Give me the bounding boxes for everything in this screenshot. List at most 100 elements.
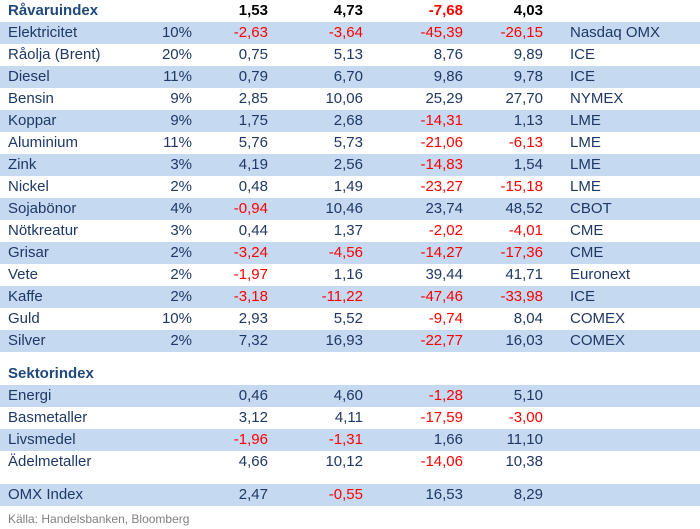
table-row: Grisar 2% -3,24 -4,56 -14,27 -17,36 CME — [0, 242, 700, 264]
section-title: Råvaruindex — [8, 2, 99, 19]
value-cell: -21,06 — [420, 134, 463, 151]
weight-cell: 4% — [170, 200, 192, 217]
section-header-row: Sektorindex — [0, 363, 700, 385]
table-row: Kaffe 2% -3,18 -11,22 -47,46 -33,98 ICE — [0, 286, 700, 308]
value-cell: 2,85 — [238, 90, 268, 107]
section-title: Sektorindex — [8, 365, 94, 382]
value-cell: 1,66 — [433, 431, 463, 448]
section-gap — [0, 473, 700, 484]
value-cell: 2,93 — [238, 310, 268, 327]
exchange-cell: CME — [570, 244, 604, 261]
exchange-cell: COMEX — [570, 310, 626, 327]
value-cell: 25,29 — [425, 90, 463, 107]
value-cell: 1,75 — [238, 112, 268, 129]
exchange-cell — [549, 0, 700, 22]
value-cell — [469, 363, 549, 385]
value-cell: -14,27 — [420, 244, 463, 261]
value-cell: 2,68 — [333, 112, 363, 129]
value-cell: 10,46 — [325, 200, 363, 217]
table-row: Zink 3% 4,19 2,56 -14,83 1,54 LME — [0, 154, 700, 176]
value-cell: 1,13 — [513, 112, 543, 129]
exchange-cell: ICE — [570, 46, 596, 63]
row-label: Elektricitet — [8, 24, 78, 41]
value-cell: 10,12 — [325, 453, 363, 470]
weight-cell: 10% — [161, 24, 192, 41]
table-row: Nötkreatur 3% 0,44 1,37 -2,02 -4,01 CME — [0, 220, 700, 242]
value-cell: -3,18 — [233, 288, 268, 305]
value-cell: -1,31 — [328, 431, 363, 448]
weight-cell — [148, 363, 196, 385]
value-cell: 0,46 — [238, 387, 268, 404]
value-cell: 5,52 — [333, 310, 363, 327]
value-cell: -17,59 — [420, 409, 463, 426]
table-row: Ädelmetaller 4,66 10,12 -14,06 10,38 — [0, 451, 700, 473]
row-label: Vete — [8, 266, 39, 283]
exchange-cell — [549, 484, 700, 506]
weight-cell: 2% — [170, 244, 192, 261]
value-cell: 1,16 — [333, 266, 363, 283]
value-cell: 0,79 — [238, 68, 268, 85]
row-label: Silver — [8, 332, 46, 349]
weight-cell — [148, 385, 196, 407]
exchange-cell: NYMEX — [570, 90, 624, 107]
table-row: Elektricitet 10% -2,63 -3,64 -45,39 -26,15 Nas… — [0, 22, 700, 44]
value-cell: -4,56 — [328, 244, 363, 261]
table-row: Råolja (Brent) 20% 0,75 5,13 8,76 9,89 ICE — [0, 44, 700, 66]
value-cell: -26,15 — [500, 24, 543, 41]
value-cell: 16,93 — [325, 332, 363, 349]
exchange-cell: CME — [570, 222, 604, 239]
value-cell: 4,03 — [513, 2, 543, 19]
exchange-cell: COMEX — [570, 332, 626, 349]
weight-cell — [148, 484, 196, 506]
weight-cell: 9% — [170, 90, 192, 107]
weight-cell: 11% — [163, 68, 192, 85]
exchange-cell: ICE — [570, 288, 596, 305]
value-cell: 6,70 — [333, 68, 363, 85]
value-cell: -33,98 — [500, 288, 543, 305]
value-cell: 1,37 — [333, 222, 363, 239]
value-cell: -0,94 — [233, 200, 268, 217]
section-header-row: Råvaruindex 1,53 4,73 -7,68 4,03 — [0, 0, 700, 22]
value-cell: -2,02 — [428, 222, 463, 239]
value-cell: -23,27 — [420, 178, 463, 195]
weight-cell — [148, 407, 196, 429]
row-label: Grisar — [8, 244, 49, 261]
source-note: Källa: Handelsbanken, Bloomberg — [8, 512, 190, 526]
value-cell: -15,18 — [500, 178, 543, 195]
weight-cell: 20% — [161, 46, 192, 63]
value-cell: 4,60 — [333, 387, 363, 404]
table-row: Koppar 9% 1,75 2,68 -14,31 1,13 LME — [0, 110, 700, 132]
value-cell: -14,31 — [420, 112, 463, 129]
weight-cell: 11% — [163, 134, 192, 151]
table-row: Diesel 11% 0,79 6,70 9,86 9,78 ICE — [0, 66, 700, 88]
value-cell: 16,53 — [425, 486, 463, 503]
value-cell: -2,63 — [233, 24, 268, 41]
weight-cell: 3% — [170, 222, 192, 239]
value-cell: 23,74 — [425, 200, 463, 217]
exchange-cell: LME — [570, 112, 601, 129]
row-label: Aluminium — [8, 134, 79, 151]
value-cell: -1,96 — [233, 431, 268, 448]
value-cell: -22,77 — [420, 332, 463, 349]
weight-cell: 2% — [170, 178, 192, 195]
value-cell: -17,36 — [500, 244, 543, 261]
table-row: Nickel 2% 0,48 1,49 -23,27 -15,18 LME — [0, 176, 700, 198]
value-cell: 48,52 — [505, 200, 543, 217]
weight-cell: 2% — [170, 332, 192, 349]
row-label: Ädelmetaller — [8, 453, 92, 470]
row-label: Koppar — [8, 112, 57, 129]
value-cell: 9,78 — [513, 68, 543, 85]
value-cell: 1,49 — [333, 178, 363, 195]
value-cell: 10,38 — [505, 453, 543, 470]
weight-cell: 9% — [170, 112, 192, 129]
exchange-cell — [549, 451, 700, 473]
value-cell: 8,76 — [433, 46, 463, 63]
value-cell: 2,56 — [333, 156, 363, 173]
value-cell: 8,29 — [513, 486, 543, 503]
exchange-cell — [549, 429, 700, 451]
table-row: Silver 2% 7,32 16,93 -22,77 16,03 COMEX — [0, 330, 700, 352]
exchange-cell: Euronext — [570, 266, 631, 283]
value-cell: 1,53 — [238, 2, 268, 19]
value-cell: 0,44 — [238, 222, 268, 239]
